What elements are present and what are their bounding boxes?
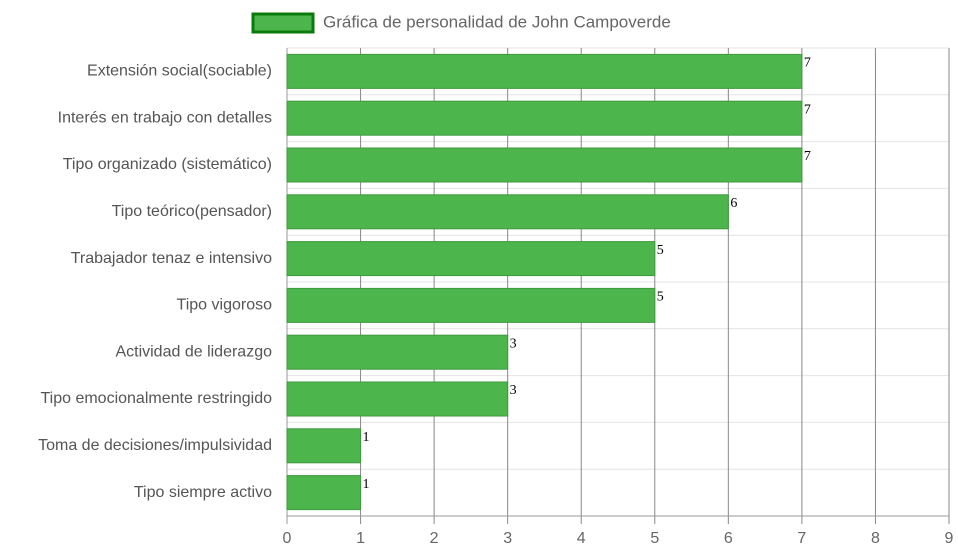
bar [286, 100, 803, 136]
data-label: 3 [510, 383, 517, 398]
data-label: 7 [804, 56, 811, 71]
data-label: 3 [510, 336, 517, 351]
y-tick-label: Tipo emocionalmente restringido [40, 390, 272, 407]
data-label: 5 [657, 290, 664, 305]
y-tick-label: Tipo organizado (sistemático) [63, 156, 272, 173]
data-label: 6 [730, 196, 737, 211]
x-tick-label: 5 [650, 530, 659, 547]
y-tick-label: Tipo vigoroso [177, 297, 273, 314]
bar [286, 334, 509, 370]
x-tick-label: 4 [577, 530, 586, 547]
bar [286, 241, 656, 277]
x-tick-label: 0 [283, 530, 292, 547]
bar [286, 53, 803, 89]
y-tick-label: Tipo siempre activo [134, 484, 272, 501]
y-tick-label: Toma de decisiones/impulsividad [38, 437, 272, 454]
y-tick-label: Extensión social(sociable) [87, 63, 272, 80]
legend-label: Gráfica de personalidad de John Campover… [323, 12, 671, 31]
bar [286, 194, 729, 230]
data-label: 1 [363, 430, 370, 445]
y-tick-label: Interés en trabajo con detalles [58, 109, 272, 126]
x-tick-label: 7 [797, 530, 806, 547]
data-label: 7 [804, 102, 811, 117]
bar [286, 428, 362, 464]
bar [286, 287, 656, 323]
bar [286, 147, 803, 183]
x-tick-label: 8 [871, 530, 880, 547]
x-tick-label: 3 [503, 530, 512, 547]
y-tick-label: Trabajador tenaz e intensivo [71, 250, 272, 267]
y-tick-label: Actividad de liderazgo [115, 343, 272, 360]
data-label: 5 [657, 243, 664, 258]
bar [286, 475, 362, 511]
data-label: 7 [804, 149, 811, 164]
x-tick-label: 6 [724, 530, 733, 547]
x-tick-label: 9 [945, 530, 954, 547]
legend-swatch [251, 12, 315, 34]
data-label: 1 [363, 477, 370, 492]
x-tick-label: 2 [430, 530, 439, 547]
bar [286, 381, 509, 417]
x-tick-label: 1 [356, 530, 365, 547]
y-tick-label: Tipo teórico(pensador) [112, 203, 272, 220]
